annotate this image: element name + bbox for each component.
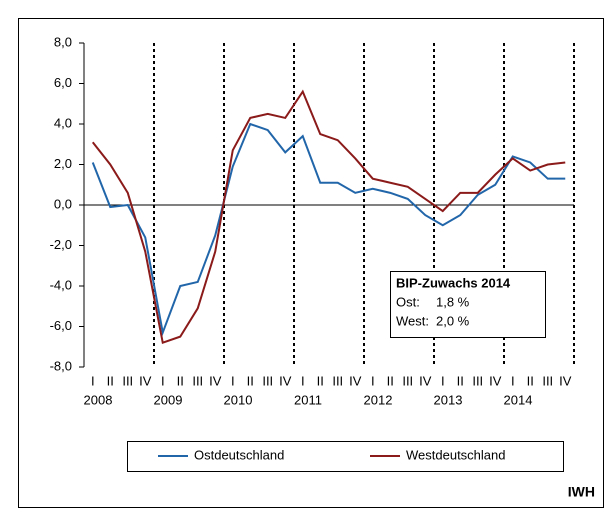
annotation-label: West: <box>396 313 429 328</box>
annotation-box <box>390 271 546 338</box>
x-tick-label: IV <box>419 373 432 388</box>
x-tick-label: I <box>441 373 445 388</box>
x-tick-label: IV <box>559 373 572 388</box>
x-tick-label: III <box>192 373 203 388</box>
year-label: 2010 <box>224 392 253 407</box>
x-tick-label: II <box>177 373 184 388</box>
x-tick-label: I <box>161 373 165 388</box>
y-tick-label: -8,0 <box>50 358 72 373</box>
y-tick-label: 4,0 <box>54 115 72 130</box>
x-tick-label: II <box>457 373 464 388</box>
y-tick-label: -4,0 <box>50 277 72 292</box>
y-tick-label: 8,0 <box>54 34 72 49</box>
legend-box <box>127 441 564 472</box>
y-tick-label: 2,0 <box>54 156 72 171</box>
x-tick-label: III <box>472 373 483 388</box>
annotation-value: 1,8 % <box>436 294 470 309</box>
x-tick-label: IV <box>209 373 222 388</box>
line-series <box>91 122 566 337</box>
y-tick-label: 6,0 <box>54 75 72 90</box>
legend-label: Ostdeutschland <box>194 447 284 462</box>
x-tick-label: II <box>317 373 324 388</box>
x-tick-label: III <box>122 373 133 388</box>
x-tick-label: IV <box>139 373 152 388</box>
legend-label: Westdeutschland <box>406 447 506 462</box>
year-label: 2008 <box>84 392 113 407</box>
x-tick-label: I <box>511 373 515 388</box>
x-tick-label: II <box>527 373 534 388</box>
annotation-title: BIP-Zuwachs 2014 <box>396 275 511 290</box>
x-tick-label: III <box>262 373 273 388</box>
x-tick-label: I <box>91 373 95 388</box>
y-tick-label: -2,0 <box>50 237 72 252</box>
year-label: 2012 <box>364 392 393 407</box>
line-series <box>91 89 566 345</box>
x-tick-label: III <box>402 373 413 388</box>
x-tick-label: III <box>542 373 553 388</box>
y-tick-label: -6,0 <box>50 318 72 333</box>
frame <box>18 18 604 508</box>
year-label: 2011 <box>294 392 322 407</box>
year-label: 2014 <box>504 392 533 407</box>
x-tick-label: III <box>332 373 343 388</box>
year-label: 2013 <box>434 392 463 407</box>
x-tick-label: II <box>387 373 394 388</box>
x-tick-label: IV <box>349 373 362 388</box>
x-tick-label: IV <box>489 373 502 388</box>
annotation-value: 2,0 % <box>436 313 470 328</box>
y-tick-label: 0,0 <box>54 196 72 211</box>
x-tick-label: I <box>231 373 235 388</box>
x-tick-label: I <box>301 373 305 388</box>
year-label: 2009 <box>154 392 183 407</box>
x-tick-label: II <box>247 373 254 388</box>
x-tick-label: IV <box>279 373 292 388</box>
annotation-label: Ost: <box>396 294 420 309</box>
x-tick-label: II <box>107 373 114 388</box>
source: IWH <box>568 484 595 500</box>
x-tick-label: I <box>371 373 375 388</box>
